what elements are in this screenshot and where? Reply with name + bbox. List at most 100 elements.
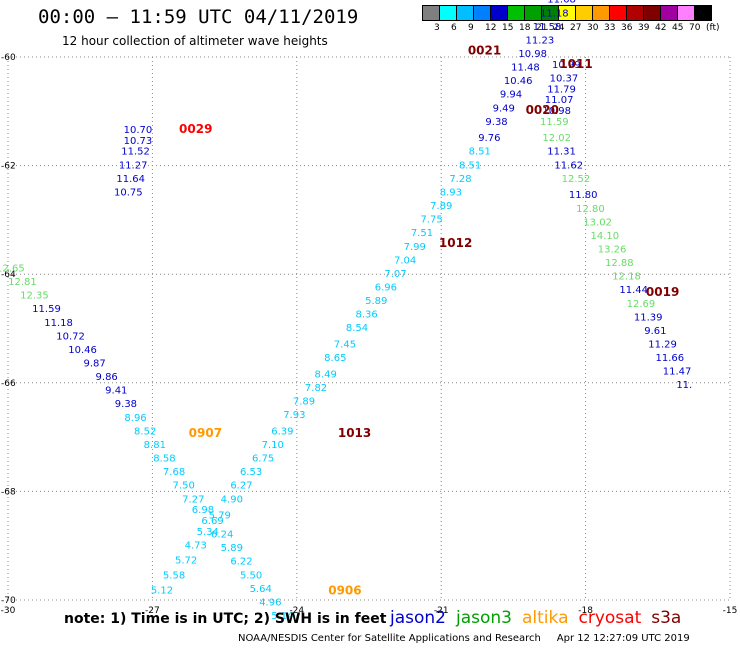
data-label: 11.48 xyxy=(511,63,540,74)
data-label: 10.98 xyxy=(518,49,547,60)
data-label: 6.98 xyxy=(192,505,214,516)
data-label: 12.69 xyxy=(627,299,656,310)
time-label: 0021 xyxy=(468,43,501,57)
agency-credit: NOAA/NESDIS Center for Satellite Applica… xyxy=(238,633,541,644)
data-label: 10.73 xyxy=(124,136,153,147)
x-tick-label: -30 xyxy=(1,606,16,616)
data-label: 6.53 xyxy=(240,467,262,478)
time-label: 0907 xyxy=(189,426,222,440)
data-label: 5.64 xyxy=(250,584,272,595)
data-label: 11.59 xyxy=(32,304,61,315)
colorbar-label: 70 xyxy=(689,23,701,33)
data-label: 7.45 xyxy=(334,340,356,351)
data-label: 14.10 xyxy=(591,231,620,242)
data-label: 12.35 xyxy=(20,291,49,302)
x-tick-label: -24 xyxy=(289,606,304,616)
data-label: 12.18 xyxy=(612,272,641,283)
data-label: 4.73 xyxy=(185,540,207,551)
data-label: 10.98 xyxy=(542,106,571,117)
colorbar-label: 42 xyxy=(655,23,667,33)
data-label: 5.58 xyxy=(163,570,185,581)
colorbar-label: 33 xyxy=(604,23,616,33)
chart-subtitle: 12 hour collection of altimeter wave hei… xyxy=(62,34,328,48)
data-label: 5.50 xyxy=(240,570,262,581)
data-label: 9.76 xyxy=(478,133,500,144)
data-label: 4.96 xyxy=(259,597,281,608)
data-label: 8.96 xyxy=(124,413,146,424)
data-label: 7.28 xyxy=(449,174,471,185)
data-label: 5.34 xyxy=(197,527,219,538)
data-label: 7.93 xyxy=(283,410,305,421)
data-label: 7.68 xyxy=(163,467,185,478)
units-note: note: 1) Time is in UTC; 2) SWH is in fe… xyxy=(64,611,387,627)
data-label: 12.52 xyxy=(562,174,591,185)
data-label: 12.65 xyxy=(0,263,25,274)
data-label: 8.81 xyxy=(144,440,166,451)
x-tick-label: -27 xyxy=(145,606,160,616)
data-label: 11.79 xyxy=(547,84,576,95)
data-label: 11.66 xyxy=(656,353,685,364)
data-label: 11.47 xyxy=(663,367,692,378)
data-label: 9.87 xyxy=(84,359,106,370)
colorbar-label: 9 xyxy=(468,23,474,33)
data-label: 12.02 xyxy=(542,133,571,144)
data-label: 4.90 xyxy=(221,494,243,505)
y-tick-label: -66 xyxy=(1,379,16,389)
data-label: 8.36 xyxy=(355,310,377,321)
data-label: 8.93 xyxy=(440,187,462,198)
data-label: 7.50 xyxy=(173,481,195,492)
colorbar-label: 12 xyxy=(485,23,497,33)
data-label: 6.69 xyxy=(201,516,223,527)
data-label: 8.65 xyxy=(324,353,346,364)
data-label: 7.27 xyxy=(182,494,204,505)
data-label: 11.52 xyxy=(121,147,150,158)
y-tick-label: -68 xyxy=(1,487,16,497)
data-label: 6.22 xyxy=(230,557,252,568)
data-label: 11.31 xyxy=(547,147,576,158)
data-label: 13.02 xyxy=(583,217,612,228)
data-label: 5.79 xyxy=(209,511,231,522)
data-label: 10.37 xyxy=(550,73,579,84)
data-label: 9.86 xyxy=(96,372,118,383)
data-label: 5.89 xyxy=(221,543,243,554)
data-label: 9.41 xyxy=(105,386,127,397)
data-label: 7.51 xyxy=(411,228,433,239)
data-label: 12.81 xyxy=(8,277,37,288)
data-label: 11. xyxy=(676,380,692,391)
generated-timestamp: Apr 12 12:27:09 UTC 2019 xyxy=(556,633,690,644)
chart-title: 00:00 — 11:59 UTC 04/11/2019 xyxy=(38,6,359,28)
time-label: 0906 xyxy=(328,584,361,598)
colorbar-label: (ft) xyxy=(706,23,720,33)
colorbar-label: 24 xyxy=(553,23,565,33)
data-label: 11.07 xyxy=(545,95,574,106)
time-label: 0019 xyxy=(646,285,679,299)
colorbar-label: 45 xyxy=(672,23,684,33)
data-label: 11.58 xyxy=(533,22,562,33)
data-label: 7.89 xyxy=(293,397,315,408)
x-tick-label: -18 xyxy=(578,606,593,616)
time-label: 1012 xyxy=(439,236,472,250)
y-tick-label: -60 xyxy=(1,53,16,63)
data-label: 6.75 xyxy=(252,454,274,465)
colorbar-swatch xyxy=(694,5,712,21)
colorbar-labels: 3 6 9 12 15 18 21 24 27 30 33 36 39 42 45 70 (ft) xyxy=(423,21,720,35)
data-label: 10.46 xyxy=(504,76,533,87)
x-tick-label: -15 xyxy=(723,606,738,616)
data-label: 7.07 xyxy=(384,269,406,280)
data-label: 8.49 xyxy=(315,369,337,380)
time-label: 0020 xyxy=(526,103,559,117)
mission-legend: jason2 jason3 altika cryosat s3a xyxy=(390,608,691,628)
data-label: 10.75 xyxy=(114,187,143,198)
y-tick-label: -62 xyxy=(1,162,16,172)
data-label: 7.75 xyxy=(420,215,442,226)
data-label: 5.89 xyxy=(365,296,387,307)
mission-cryosat: cryosat xyxy=(578,608,642,628)
colorbar-label: 36 xyxy=(621,23,633,33)
data-label: 10.99 xyxy=(552,60,581,71)
data-label: 9.49 xyxy=(493,103,515,114)
data-label: 11.59 xyxy=(540,117,569,128)
colorbar-label: 18 xyxy=(519,23,531,33)
data-label: 9.38 xyxy=(115,399,137,410)
data-label: 11.64 xyxy=(116,174,145,185)
